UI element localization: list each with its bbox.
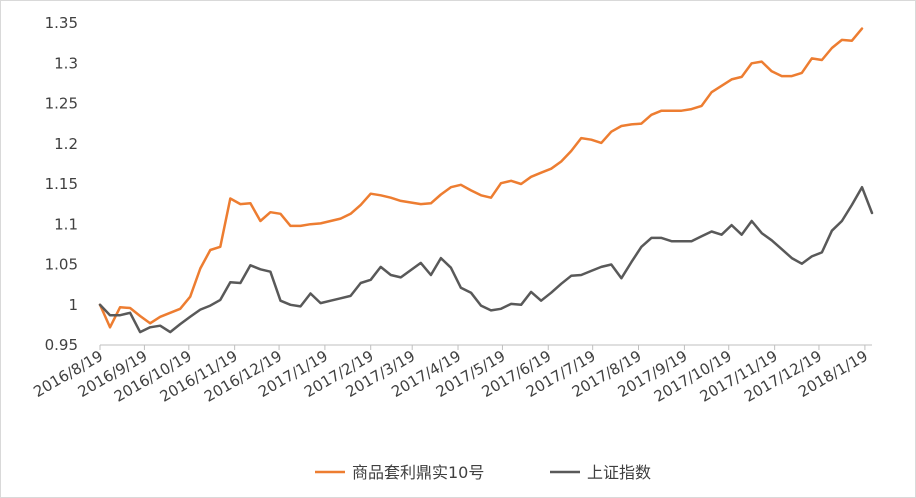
y-tick-label: 0.95 bbox=[45, 336, 78, 354]
y-tick-label: 1.05 bbox=[45, 256, 78, 274]
y-tick-label: 1.35 bbox=[45, 14, 78, 32]
y-tick-label: 1.15 bbox=[45, 175, 78, 193]
series-line-2 bbox=[98, 185, 874, 334]
y-tick-label: 1.1 bbox=[54, 215, 78, 233]
legend-label-series-1: 商品套利鼎实10号 bbox=[352, 463, 484, 482]
series-layer bbox=[98, 27, 874, 334]
y-tick-label: 1.2 bbox=[54, 135, 78, 153]
y-tick-label: 1.25 bbox=[45, 95, 78, 113]
series-line-1 bbox=[98, 27, 864, 329]
legend: 商品套利鼎实10号 上证指数 bbox=[315, 463, 651, 482]
y-tick-label: 1.3 bbox=[54, 54, 78, 72]
y-tick-label: 1 bbox=[68, 296, 78, 314]
legend-label-series-2: 上证指数 bbox=[587, 463, 651, 482]
